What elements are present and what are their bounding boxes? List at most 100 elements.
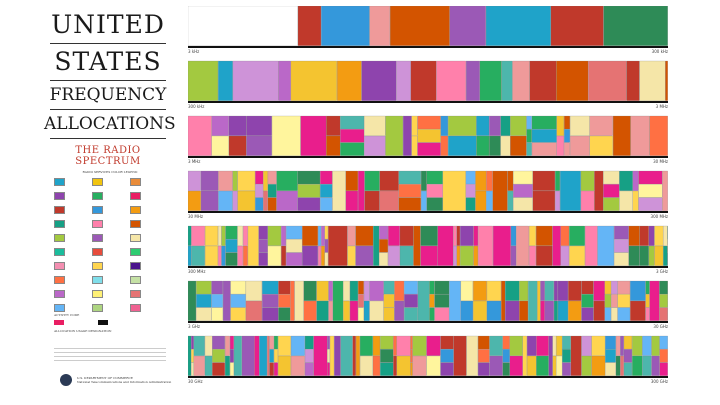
allocation-block <box>442 170 466 211</box>
allocation-block <box>324 252 329 266</box>
allocation-block <box>222 280 231 321</box>
allocation-block <box>410 60 437 101</box>
allocation-block <box>632 335 643 356</box>
allocation-block <box>225 239 238 253</box>
allocation-block <box>398 170 421 185</box>
allocation-block <box>347 225 356 246</box>
allocation-block <box>332 280 344 321</box>
allocation-block <box>510 245 517 266</box>
allocation-block <box>507 170 514 191</box>
allocation-block <box>662 170 668 211</box>
allocation-block <box>513 170 533 185</box>
allocation-block <box>489 335 503 356</box>
allocation-heading: ALLOCATION USAGE DESIGNATION <box>54 329 112 333</box>
allocation-block <box>324 225 329 240</box>
allocation-block <box>411 135 418 156</box>
allocation-block <box>304 335 314 350</box>
allocation-block <box>562 362 571 376</box>
allocation-block <box>580 190 595 211</box>
allocation-block <box>321 225 325 246</box>
allocation-block <box>225 225 238 240</box>
allocation-block <box>544 280 554 301</box>
allocation-block <box>603 5 668 46</box>
allocation-block <box>591 355 606 376</box>
allocation-block <box>648 245 655 266</box>
legend-item <box>54 178 90 186</box>
allocation-block <box>465 170 476 185</box>
allocation-block <box>327 349 330 363</box>
band-baseline <box>188 376 668 378</box>
allocation-block <box>404 307 418 321</box>
allocation-block <box>278 280 291 295</box>
legend-swatch <box>54 290 65 298</box>
allocation-block <box>327 335 330 350</box>
allocation-block <box>191 349 194 363</box>
allocation-block <box>555 190 560 211</box>
allocation-block <box>193 355 205 376</box>
allocation-block <box>466 335 478 376</box>
allocation-block <box>373 225 380 266</box>
allocation-block <box>267 184 277 198</box>
allocation-block <box>473 300 487 321</box>
allocation-block <box>529 60 557 101</box>
allocation-block <box>453 245 457 266</box>
allocation-block <box>460 280 473 301</box>
allocation-block <box>594 170 604 211</box>
allocation-block <box>218 190 233 211</box>
color-legend: RADIO SERVICES COLOR LEGEND <box>54 170 166 312</box>
allocation-block <box>225 335 230 356</box>
allocation-block <box>246 135 272 156</box>
legend-item <box>92 262 128 270</box>
allocation-block <box>228 135 247 156</box>
allocation-block <box>440 349 454 363</box>
allocation-block <box>478 225 493 266</box>
allocation-block <box>237 245 243 266</box>
allocation-block <box>426 170 443 185</box>
allocation-block <box>437 225 454 266</box>
legend-item <box>54 304 90 312</box>
allocation-block <box>396 335 411 356</box>
allocation-block <box>396 355 411 376</box>
allocation-block <box>297 197 321 211</box>
allocation-block <box>519 280 529 301</box>
legend-swatch <box>92 290 103 298</box>
allocation-block <box>531 115 557 130</box>
allocation-block <box>278 60 291 101</box>
note-line <box>54 360 166 361</box>
legend-swatch <box>130 262 141 270</box>
allocation-block <box>394 300 405 321</box>
allocation-block <box>229 349 234 363</box>
allocation-block <box>221 245 226 266</box>
allocation-block <box>645 280 650 295</box>
allocation-block <box>659 280 668 295</box>
allocation-block <box>359 355 373 376</box>
allocation-block <box>544 300 554 321</box>
allocation-block <box>417 115 441 130</box>
allocation-block <box>345 170 358 191</box>
legend-swatch <box>92 276 103 284</box>
allocation-block <box>369 300 384 321</box>
allocation-block <box>620 355 624 376</box>
allocation-block <box>426 355 441 376</box>
allocation-block <box>404 280 418 295</box>
allocation-block <box>328 225 348 266</box>
allocation-block <box>604 280 612 295</box>
allocation-block <box>630 280 646 301</box>
band-start-label: 3 GHz <box>188 324 200 329</box>
allocation-block <box>187 225 192 246</box>
allocation-block <box>536 355 549 376</box>
allocation-block <box>321 5 370 46</box>
allocation-block <box>237 190 256 211</box>
allocation-block <box>273 335 278 350</box>
allocation-block <box>568 300 582 321</box>
allocation-block <box>390 5 450 46</box>
allocation-block <box>436 60 466 101</box>
allocation-block <box>297 184 321 198</box>
legend-item <box>130 220 166 228</box>
allocation-block <box>361 60 397 101</box>
allocation-block <box>318 245 322 266</box>
note-line <box>54 348 166 349</box>
allocation-block <box>205 245 218 266</box>
legend-swatch <box>92 262 103 270</box>
allocation-block <box>466 60 480 101</box>
